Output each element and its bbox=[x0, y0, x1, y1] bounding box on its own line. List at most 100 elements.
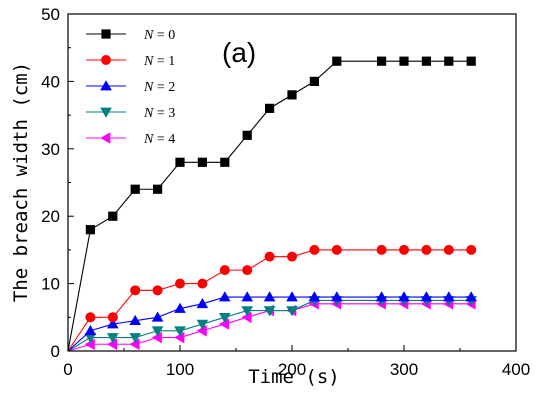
series-0-point bbox=[444, 56, 454, 66]
series-4-point bbox=[107, 338, 118, 351]
series-1-point bbox=[376, 244, 387, 255]
series-0-point bbox=[466, 56, 476, 66]
series-1-point bbox=[152, 285, 163, 296]
legend-marker bbox=[101, 29, 111, 39]
series-2-point bbox=[308, 291, 321, 302]
y-tick-label: 10 bbox=[41, 275, 60, 294]
series-4-point bbox=[196, 324, 207, 337]
series-4-point bbox=[151, 331, 162, 344]
series-1-point bbox=[175, 278, 185, 289]
series-4-point bbox=[84, 338, 95, 351]
series-2-point bbox=[375, 291, 388, 302]
series-0-point bbox=[85, 225, 95, 235]
series-3-point bbox=[263, 306, 276, 317]
series-2-point bbox=[241, 291, 253, 302]
x-tick-label: 300 bbox=[390, 360, 418, 379]
series-2-point bbox=[196, 298, 209, 309]
legend-marker bbox=[100, 80, 112, 91]
series-0-point bbox=[265, 103, 275, 113]
series-1-point bbox=[331, 244, 342, 255]
x-axis-label: Time (s) bbox=[248, 366, 340, 388]
series-3-point bbox=[174, 326, 186, 337]
series-2-point bbox=[263, 291, 276, 302]
series-3-point bbox=[219, 312, 231, 324]
series-0-point bbox=[332, 56, 342, 66]
series-2-point bbox=[129, 314, 141, 326]
series-2-point bbox=[151, 311, 164, 322]
series-1-point bbox=[107, 312, 118, 323]
series-4-point bbox=[174, 331, 185, 344]
series-1-point bbox=[421, 244, 432, 255]
series-0-point bbox=[287, 90, 297, 100]
x-tick-label: 200 bbox=[278, 360, 306, 379]
series-2-point bbox=[420, 291, 433, 302]
series-3-point bbox=[196, 319, 209, 330]
x-tick-label: 100 bbox=[166, 360, 194, 379]
series-2-point bbox=[465, 291, 477, 302]
series-0-point bbox=[108, 211, 118, 221]
series-2-point bbox=[398, 291, 410, 302]
series-0-point bbox=[130, 184, 140, 194]
series-1-point bbox=[443, 244, 454, 255]
series-3-point bbox=[84, 333, 97, 344]
y-tick-label: 20 bbox=[41, 207, 60, 226]
y-tick-label: 40 bbox=[41, 72, 60, 91]
y-tick-label: 0 bbox=[51, 342, 60, 361]
series-2-point bbox=[174, 302, 186, 313]
legend-label-2: N = 2 bbox=[143, 80, 175, 95]
legend-marker bbox=[100, 107, 112, 118]
series-3-point bbox=[129, 333, 141, 344]
series-0-point bbox=[309, 76, 319, 86]
series-3-point bbox=[151, 326, 164, 337]
axis-layer: 0 100 200 300 400 0 10 20 30 40 50 bbox=[41, 5, 530, 379]
x-tick-label: 400 bbox=[502, 360, 530, 379]
series-0-point bbox=[399, 56, 409, 66]
series-1-point bbox=[466, 244, 477, 255]
legend-label-0: N = 0 bbox=[143, 28, 175, 43]
series-0-point bbox=[421, 56, 431, 66]
series-2-point bbox=[84, 324, 97, 336]
legend-label-3: N = 3 bbox=[143, 106, 175, 121]
series-0-point bbox=[220, 157, 230, 167]
series-2-point bbox=[443, 291, 455, 302]
series-1-point bbox=[309, 244, 320, 255]
series-2-line bbox=[67, 296, 472, 352]
series-3-point bbox=[286, 306, 298, 317]
series-1-point bbox=[219, 265, 230, 276]
series-2-point bbox=[219, 291, 231, 302]
series-4-point bbox=[241, 311, 252, 324]
legend-marker bbox=[101, 55, 111, 65]
legend: N = 0 N = 1 N = 2 N = 3 N = 4 bbox=[86, 28, 175, 147]
series-1-point bbox=[287, 251, 297, 262]
series-2 bbox=[67, 291, 477, 352]
series-1-point bbox=[242, 265, 253, 276]
y-axis-label: The breach width (cm) bbox=[10, 62, 32, 302]
series-1-point bbox=[130, 285, 141, 296]
series-1-point bbox=[85, 312, 96, 323]
series-layer bbox=[67, 56, 477, 352]
legend-label-1: N = 1 bbox=[143, 54, 175, 69]
series-4-point bbox=[129, 338, 140, 351]
series-0-point bbox=[377, 56, 387, 66]
series-0 bbox=[67, 56, 476, 352]
series-4-point bbox=[219, 318, 230, 330]
panel-label: (a) bbox=[222, 37, 256, 68]
series-0-point bbox=[153, 184, 163, 194]
series-0-point bbox=[242, 130, 252, 140]
series-1-point bbox=[399, 244, 409, 255]
y-tick-label: 50 bbox=[41, 5, 60, 24]
series-2-point bbox=[286, 291, 298, 302]
series-1 bbox=[67, 244, 477, 352]
series-3-point bbox=[107, 333, 119, 344]
series-1-point bbox=[264, 251, 275, 262]
y-tick-label: 30 bbox=[41, 140, 60, 159]
series-0-point bbox=[197, 157, 207, 167]
legend-marker bbox=[100, 132, 111, 144]
legend-label-4: N = 4 bbox=[143, 132, 175, 147]
series-2-point bbox=[107, 318, 119, 329]
series-2-point bbox=[331, 291, 343, 302]
series-0-point bbox=[175, 157, 185, 167]
series-3-point bbox=[241, 306, 253, 317]
